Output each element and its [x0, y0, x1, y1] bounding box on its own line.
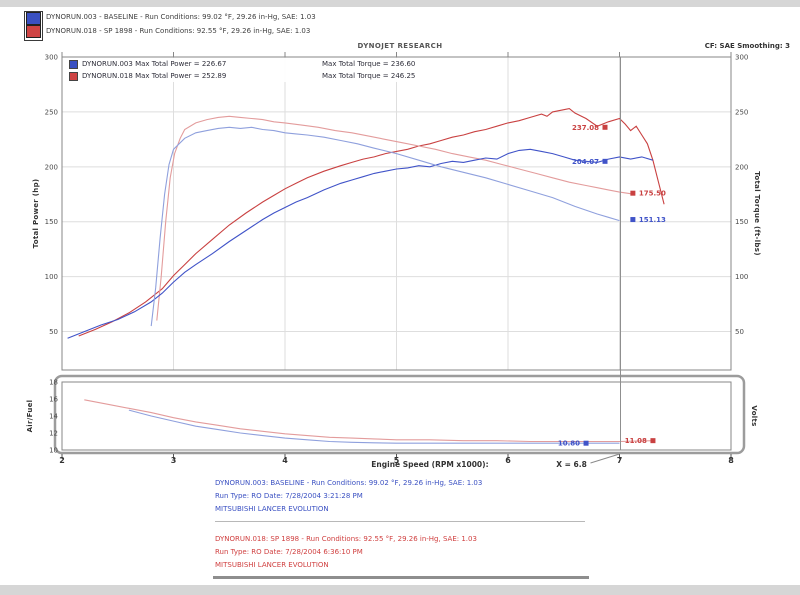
- top-frame-bar: [0, 0, 800, 7]
- bottom-frame-bar: [0, 585, 800, 595]
- run-type-date-line: Run Type: RO Date: 7/28/2004 3:21:28 PM: [215, 492, 363, 500]
- svg-text:50: 50: [49, 328, 58, 336]
- svg-text:Air/Fuel: Air/Fuel: [26, 400, 34, 433]
- svg-text:200: 200: [45, 163, 58, 171]
- svg-text:150: 150: [45, 218, 58, 226]
- power-torque-chart: 300 300 250 250 200 200 150 150 100 100 50 50 Total …: [32, 52, 761, 371]
- svg-text:18: 18: [49, 379, 58, 387]
- footer-thick-divider: [213, 576, 589, 579]
- svg-text:250: 250: [45, 108, 58, 116]
- svg-text:250: 250: [735, 108, 748, 116]
- svg-text:16: 16: [49, 396, 58, 404]
- run-legend-label-modified: DYNORUN.018 - SP 1898 - Run Conditions: …: [46, 27, 311, 35]
- svg-text:11.08: 11.08: [625, 437, 647, 445]
- run-info-block: DYNORUN.003: BASELINE - Run Conditions: …: [215, 477, 482, 516]
- run-conditions-line: DYNORUN.018: SP 1898 - Run Conditions: 9…: [215, 535, 477, 543]
- chart-legend-row-baseline: DYNORUN.003 Max Total Power = 226.67 Max…: [66, 58, 419, 70]
- chart-legend-row-modified: DYNORUN.018 Max Total Power = 252.89 Max…: [66, 70, 419, 82]
- svg-text:100: 100: [735, 273, 748, 281]
- correction-smoothing-info: CF: SAE Smoothing: 3: [704, 42, 790, 50]
- legend-swatch-modified: [26, 25, 41, 38]
- svg-text:50: 50: [735, 328, 744, 336]
- svg-text:300: 300: [735, 54, 748, 62]
- svg-text:150: 150: [735, 218, 748, 226]
- max-power-baseline: DYNORUN.003 Max Total Power = 226.67: [82, 60, 227, 68]
- svg-text:237.08: 237.08: [572, 124, 599, 132]
- air-fuel-chart: 18 16 14 12 10 Air/Fuel Volts 10.80 11.08 2 3 4 5 6 7 8…: [26, 374, 758, 469]
- svg-text:2: 2: [59, 456, 65, 465]
- svg-text:Total Power (hp): Total Power (hp): [32, 179, 40, 249]
- svg-text:Total Torque (ft-lbs): Total Torque (ft-lbs): [753, 171, 761, 255]
- chart-max-legend: DYNORUN.003 Max Total Power = 226.67 Max…: [66, 58, 419, 82]
- svg-text:5: 5: [394, 456, 400, 465]
- svg-text:4: 4: [282, 456, 288, 465]
- svg-text:Volts: Volts: [750, 405, 758, 426]
- report-title: DYNOJET RESEARCH: [357, 42, 443, 50]
- svg-text:7: 7: [617, 456, 623, 465]
- svg-text:100: 100: [45, 273, 58, 281]
- legend-swatch-baseline: [26, 12, 41, 25]
- legend-swatch-icon: [69, 71, 78, 81]
- footer-divider: [215, 521, 585, 522]
- svg-text:14: 14: [49, 413, 58, 421]
- vehicle-line: MITSUBISHI LANCER EVOLUTION: [215, 505, 329, 513]
- run-info-modified: DYNORUN.018: SP 1898 - Run Conditions: 9…: [215, 533, 477, 572]
- svg-text:151.13: 151.13: [639, 216, 666, 224]
- svg-text:175.50: 175.50: [639, 190, 666, 198]
- max-torque-modified: Max Total Torque = 246.25: [322, 72, 416, 80]
- run-conditions-line: DYNORUN.003: BASELINE - Run Conditions: …: [215, 479, 483, 487]
- svg-text:X = 6.8: X = 6.8: [556, 460, 587, 469]
- run-legend-labels: DYNORUN.003 - BASELINE - Run Conditions:…: [46, 10, 316, 38]
- run-legend-label-baseline: DYNORUN.003 - BASELINE - Run Conditions:…: [46, 13, 316, 21]
- chart-cursor-line[interactable]: [620, 57, 621, 450]
- svg-text:12: 12: [49, 430, 58, 438]
- run-type-date-line: Run Type: RO Date: 7/28/2004 6:36:10 PM: [215, 548, 363, 556]
- vehicle-line: MITSUBISHI LANCER EVOLUTION: [215, 561, 329, 569]
- svg-text:3: 3: [171, 456, 177, 465]
- run-legend: [24, 11, 43, 41]
- svg-text:10: 10: [49, 447, 58, 455]
- svg-text:8: 8: [728, 456, 734, 465]
- svg-text:10.80: 10.80: [558, 440, 580, 448]
- svg-text:300: 300: [45, 54, 58, 62]
- svg-text:Engine Speed (RPM x1000):: Engine Speed (RPM x1000):: [371, 460, 488, 469]
- svg-text:204.07: 204.07: [572, 158, 599, 166]
- svg-text:200: 200: [735, 163, 748, 171]
- svg-text:6: 6: [505, 456, 511, 465]
- max-torque-baseline: Max Total Torque = 236.60: [322, 60, 416, 68]
- max-power-modified: DYNORUN.018 Max Total Power = 252.89: [82, 72, 227, 80]
- legend-swatch-icon: [69, 59, 78, 69]
- run-info-baseline: DYNORUN.003: BASELINE - Run Conditions: …: [215, 477, 482, 516]
